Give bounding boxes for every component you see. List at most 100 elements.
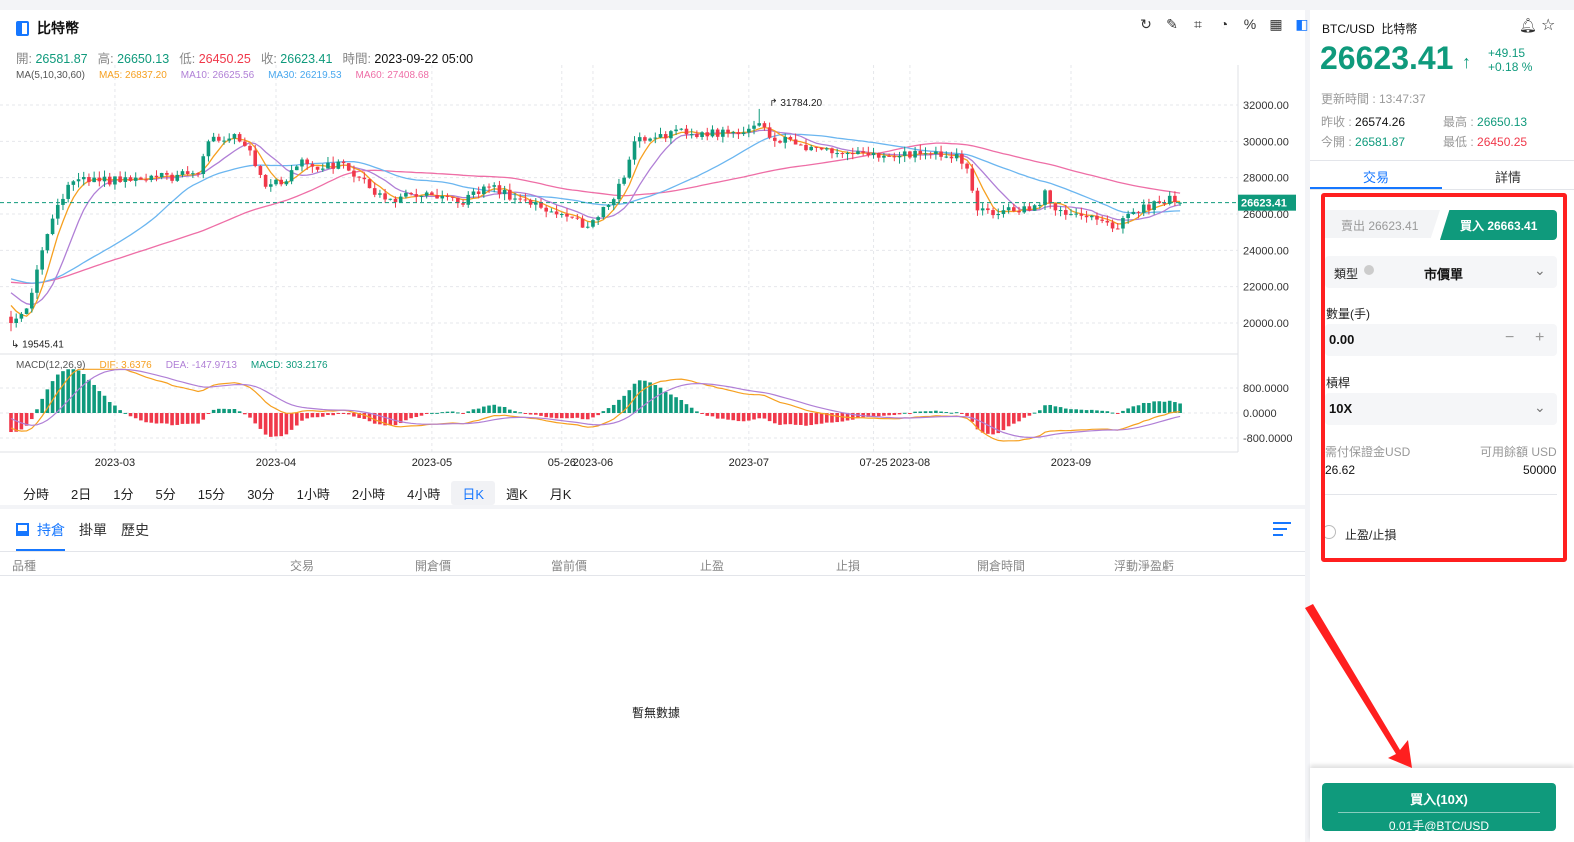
minus-icon[interactable]: −: [1505, 329, 1515, 346]
interval-tab[interactable]: 4小時: [407, 487, 441, 502]
chart-panel: [0, 10, 1305, 842]
macd-bar: [466, 411, 471, 413]
sell-button[interactable]: 賣出 26623.41: [1325, 210, 1440, 238]
macd-bar: [996, 413, 1001, 434]
kline-chart[interactable]: 32000.00 30000.00 28000.00 26000.00 24000.00…: [0, 0, 1305, 480]
price-tick-label: 32000.00: [1243, 100, 1289, 112]
tab-orders[interactable]: 掛單: [79, 522, 107, 538]
interval-tab[interactable]: 15分: [197, 487, 226, 502]
order-type-select[interactable]: 類型 市價單 ⌄: [1325, 256, 1557, 288]
interval-tab[interactable]: 週K: [506, 487, 528, 502]
candle: [528, 199, 533, 205]
candle: [398, 196, 403, 203]
candle: [622, 177, 626, 184]
macd-bar: [409, 413, 413, 419]
quantity-stepper[interactable]: 0.00 − +: [1325, 324, 1557, 356]
candle: [196, 173, 200, 175]
candle: [206, 141, 211, 157]
interval-tab-active[interactable]: 日K: [451, 481, 496, 505]
candle: [123, 177, 128, 182]
bell-icon[interactable]: 🔔︎: [1519, 17, 1537, 33]
panel-toggle-icon[interactable]: ◧: [1295, 16, 1309, 32]
macd-bar: [1157, 401, 1162, 413]
macd-bar: [1038, 410, 1042, 413]
arrow-up-icon: ↑: [1462, 52, 1471, 72]
interval-tab[interactable]: 1小時: [296, 487, 330, 502]
tab-details[interactable]: 詳情: [1494, 170, 1521, 185]
candle: [830, 148, 834, 154]
macd-bar: [414, 413, 419, 418]
candle: [565, 214, 569, 217]
interval-tab[interactable]: 分時: [23, 487, 50, 502]
draw-icon[interactable]: ✎: [1166, 16, 1178, 32]
candle: [970, 168, 975, 191]
macd-bar: [554, 413, 559, 419]
candle: [944, 156, 949, 158]
macd-bar: [752, 413, 756, 420]
candle: [897, 155, 902, 158]
interval-tab[interactable]: 2日: [71, 487, 92, 502]
indicator-icon[interactable]: ⌗: [1194, 16, 1202, 32]
macd-bar: [206, 413, 211, 415]
buy-button[interactable]: 買入 26663.41: [1440, 210, 1557, 240]
candle: [866, 152, 871, 156]
candle: [9, 316, 13, 324]
positions-icon: [16, 523, 29, 536]
tab-trade[interactable]: 交易: [1310, 161, 1442, 189]
day-low: 最低 : 26450.25: [1443, 135, 1528, 149]
grid-icon[interactable]: ▦: [1269, 16, 1283, 32]
candle: [637, 137, 642, 142]
refresh-icon[interactable]: ↻: [1140, 16, 1152, 32]
macd-bar: [850, 413, 855, 420]
macd-bar: [133, 413, 138, 419]
macd-bar: [87, 379, 91, 413]
quantity-input[interactable]: 0.00: [1329, 332, 1355, 347]
leverage-label: 槓桿: [1326, 376, 1351, 390]
tab-history[interactable]: 歷史: [121, 522, 149, 538]
macd-bar: [372, 413, 377, 424]
macd-bar: [669, 394, 673, 413]
star-icon[interactable]: ☆: [1541, 17, 1556, 34]
macd-bar: [975, 413, 980, 430]
candle: [991, 210, 995, 216]
candle: [876, 153, 881, 158]
interval-tab[interactable]: 2小時: [351, 487, 386, 502]
pie-icon[interactable]: ◔: [1219, 16, 1229, 32]
candle: [118, 176, 122, 182]
macd-legend: MACD(12,26,9) DIF: 3.6376 DEA: -147.9713 MA…: [16, 360, 328, 371]
open-value: 26581.87: [35, 52, 88, 66]
tab-positions[interactable]: 持倉: [16, 520, 65, 551]
col-header: 交易: [290, 559, 315, 573]
candle: [1136, 211, 1141, 213]
macd-bar: [258, 413, 263, 429]
macd-bar: [1001, 413, 1006, 431]
macd-bar: [211, 409, 216, 413]
positions-tabs: 持倉 掛單 歷史: [16, 520, 149, 551]
submit-buy-button[interactable]: 買入(10X) 0.01手@BTC/USD: [1322, 783, 1556, 833]
list-menu-icon[interactable]: [1273, 522, 1291, 536]
candle: [559, 214, 564, 216]
tpsl-label[interactable]: 止盈/止損: [1345, 528, 1397, 542]
candle: [752, 125, 756, 129]
x-tick-label: 2023-05: [412, 457, 452, 469]
candle: [533, 202, 538, 205]
leverage-select[interactable]: 10X ⌄: [1325, 393, 1557, 425]
candle: [378, 193, 382, 195]
candle: [715, 129, 720, 137]
interval-tab[interactable]: 30分: [247, 487, 275, 502]
candle: [61, 198, 65, 205]
interval-tab[interactable]: 月K: [549, 487, 572, 502]
price-change: +49.15 +0.18 %: [1488, 46, 1533, 74]
macd-bar: [627, 390, 632, 413]
macd-bar: [934, 410, 938, 413]
macd-bar: [378, 413, 382, 425]
macd-bar: [269, 413, 273, 437]
plus-icon[interactable]: +: [1535, 329, 1545, 346]
today-open: 今開 : 26581.87: [1321, 135, 1406, 149]
divider: [1325, 494, 1557, 495]
percent-icon[interactable]: %: [1243, 16, 1257, 32]
interval-tab[interactable]: 5分: [155, 487, 176, 502]
interval-tab[interactable]: 1分: [113, 487, 134, 502]
macd-bar: [284, 413, 289, 435]
candle: [258, 166, 263, 175]
